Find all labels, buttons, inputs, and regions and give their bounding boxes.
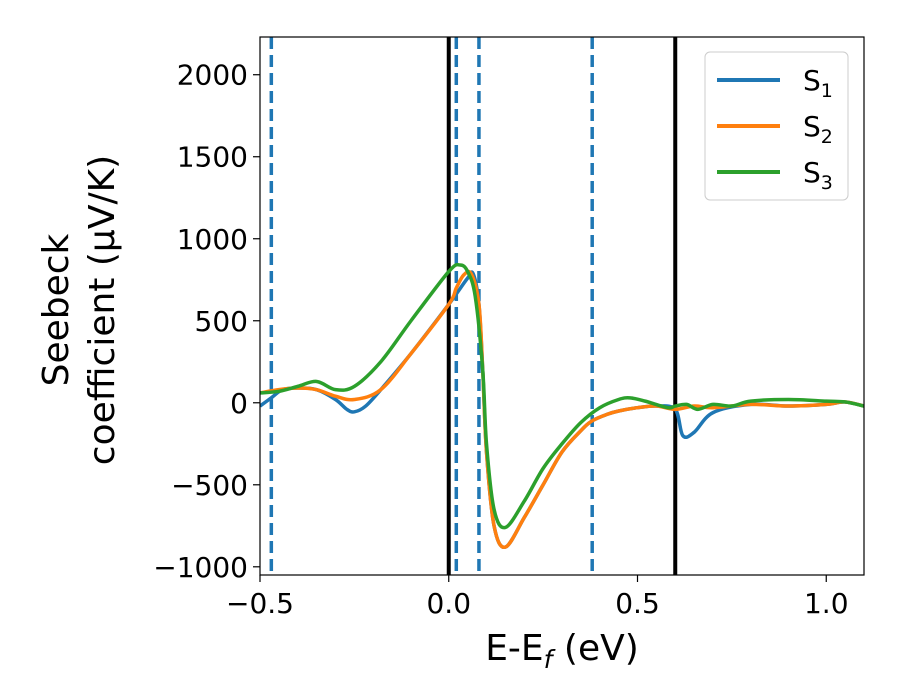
y-tick-label: −1000 — [153, 551, 248, 584]
y-tick-label: 1500 — [177, 141, 248, 174]
x-tick-label: −0.5 — [226, 587, 294, 620]
plot-frame — [259, 36, 865, 576]
y-tick-label: −500 — [171, 469, 248, 502]
series-line-s2 — [260, 269, 864, 549]
legend: S1 S2 S3 — [704, 51, 849, 201]
y-tick-label: 2000 — [177, 59, 248, 92]
x-axis-label: E-Ef (eV) — [485, 628, 639, 674]
x-tick-label: 1.0 — [804, 587, 849, 620]
y-tick-label: 0 — [230, 387, 248, 420]
x-tick-label: 0.5 — [615, 587, 660, 620]
y-axis-label-line2: coefficient (μV/K) — [82, 155, 123, 465]
legend-label-s2: S2 — [803, 110, 833, 148]
legend-label-s3: S3 — [803, 156, 833, 194]
legend-label-s1: S1 — [803, 64, 833, 102]
x-tick-label: 0.0 — [426, 587, 471, 620]
series-line-s3 — [260, 262, 864, 530]
y-axis-label-line1: Seebeck — [36, 233, 77, 386]
y-tick-label: 500 — [195, 305, 248, 338]
y-tick-label: 1000 — [177, 223, 248, 256]
